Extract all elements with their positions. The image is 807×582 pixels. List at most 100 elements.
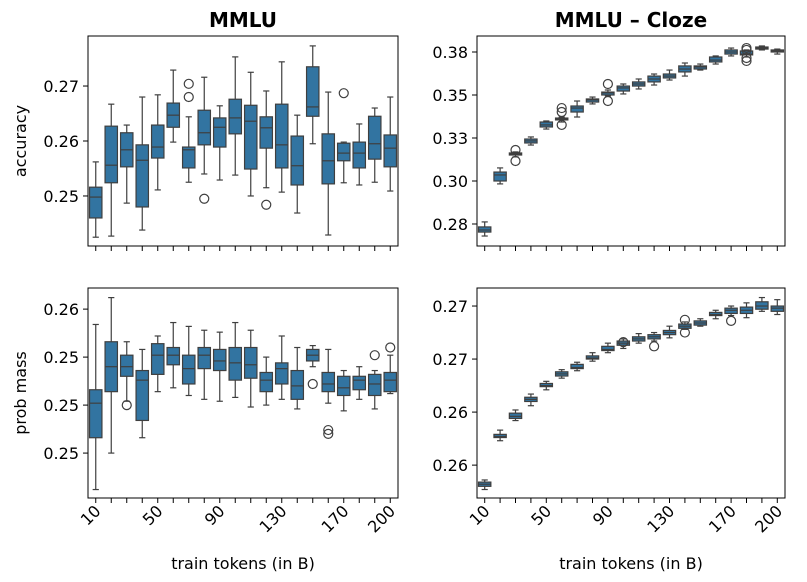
box bbox=[367, 115, 382, 160]
outlier bbox=[679, 314, 691, 325]
y-tick-label: 0.26 bbox=[43, 300, 79, 319]
outlier bbox=[369, 350, 380, 361]
plot-frame bbox=[87, 287, 399, 499]
x-tick-label: 200 bbox=[751, 501, 786, 536]
box bbox=[150, 343, 165, 375]
x-tick-label: 10 bbox=[77, 501, 105, 529]
x-tick-label: 90 bbox=[201, 501, 229, 529]
box bbox=[336, 142, 351, 162]
outlier bbox=[199, 193, 210, 204]
box bbox=[88, 389, 103, 439]
x-tick-label: 130 bbox=[256, 501, 291, 536]
y-tick-label: 0.28 bbox=[432, 215, 468, 234]
box bbox=[321, 371, 336, 393]
box bbox=[259, 371, 274, 393]
box bbox=[383, 371, 398, 393]
box bbox=[212, 117, 227, 148]
box bbox=[601, 345, 615, 352]
plot-frame bbox=[87, 35, 399, 247]
box bbox=[166, 346, 181, 366]
outlier bbox=[725, 315, 737, 326]
box bbox=[570, 363, 584, 370]
box bbox=[150, 124, 165, 159]
box bbox=[336, 375, 351, 397]
y-tick-label: 0.27 bbox=[43, 77, 79, 96]
box bbox=[119, 354, 134, 377]
box bbox=[321, 133, 336, 185]
x-tick-label: 130 bbox=[643, 501, 678, 536]
box bbox=[197, 109, 212, 146]
box bbox=[616, 85, 631, 92]
box bbox=[290, 135, 305, 186]
outlier bbox=[602, 78, 614, 90]
outlier bbox=[307, 378, 318, 390]
box bbox=[181, 354, 196, 385]
box bbox=[570, 105, 584, 113]
box bbox=[243, 104, 258, 170]
y-tick-label: 0.30 bbox=[432, 172, 468, 191]
x-axis-label: train tokens (in B) bbox=[171, 554, 315, 573]
plot-frame bbox=[476, 287, 786, 499]
x-tick-label: 170 bbox=[705, 501, 740, 536]
box bbox=[352, 375, 367, 391]
box bbox=[88, 186, 103, 219]
x-tick-label: 90 bbox=[589, 501, 617, 529]
box bbox=[197, 346, 212, 370]
box bbox=[212, 348, 227, 372]
outlier bbox=[556, 119, 567, 131]
plot-frame bbox=[476, 35, 786, 247]
y-tick-label: 0.33 bbox=[432, 129, 468, 148]
y-axis-label: prob mass bbox=[11, 351, 30, 434]
box bbox=[367, 373, 382, 397]
x-tick-label: 200 bbox=[364, 501, 399, 536]
outlier bbox=[741, 55, 752, 67]
x-tick-label: 170 bbox=[318, 501, 353, 536]
box bbox=[181, 146, 196, 169]
outlier bbox=[121, 399, 132, 411]
outlier bbox=[679, 327, 691, 338]
box bbox=[228, 346, 243, 381]
box bbox=[305, 66, 320, 117]
outlier bbox=[338, 88, 349, 99]
y-tick-label: 0.26 bbox=[43, 132, 79, 151]
x-axis-label: train tokens (in B) bbox=[559, 554, 703, 573]
x-tick-label: 50 bbox=[527, 501, 555, 529]
y-tick-label: 0.25 bbox=[43, 187, 79, 206]
outlier bbox=[510, 144, 521, 156]
outlier bbox=[648, 341, 660, 352]
box bbox=[493, 171, 507, 182]
outlier bbox=[183, 91, 194, 103]
box bbox=[274, 103, 289, 169]
box bbox=[383, 134, 398, 168]
outlier bbox=[618, 336, 629, 348]
outlier bbox=[323, 424, 334, 436]
y-tick-label: 0.38 bbox=[432, 43, 468, 62]
box bbox=[104, 125, 119, 184]
y-tick-label: 0.26 bbox=[432, 456, 468, 475]
subplot-title: MMLU bbox=[209, 8, 277, 32]
box bbox=[228, 98, 243, 135]
outlier bbox=[183, 78, 194, 89]
y-tick-label: 0.27 bbox=[432, 297, 468, 316]
y-tick-label: 0.35 bbox=[432, 86, 468, 105]
outlier bbox=[323, 428, 334, 439]
box bbox=[135, 144, 150, 208]
y-axis-label: accuracy bbox=[11, 105, 30, 177]
y-tick-label: 0.26 bbox=[432, 403, 468, 422]
box bbox=[135, 369, 150, 422]
box bbox=[243, 346, 258, 379]
outlier bbox=[741, 44, 752, 56]
outlier bbox=[510, 155, 521, 167]
x-tick-label: 10 bbox=[466, 501, 494, 529]
box bbox=[290, 369, 305, 400]
box bbox=[274, 362, 289, 385]
y-tick-label: 0.25 bbox=[43, 444, 79, 463]
box bbox=[601, 91, 615, 96]
outlier bbox=[556, 102, 567, 114]
y-tick-label: 0.25 bbox=[43, 396, 79, 415]
outlier bbox=[385, 342, 396, 353]
outlier bbox=[741, 52, 752, 64]
y-tick-label: 0.25 bbox=[43, 348, 79, 367]
x-tick-label: 50 bbox=[139, 501, 167, 529]
